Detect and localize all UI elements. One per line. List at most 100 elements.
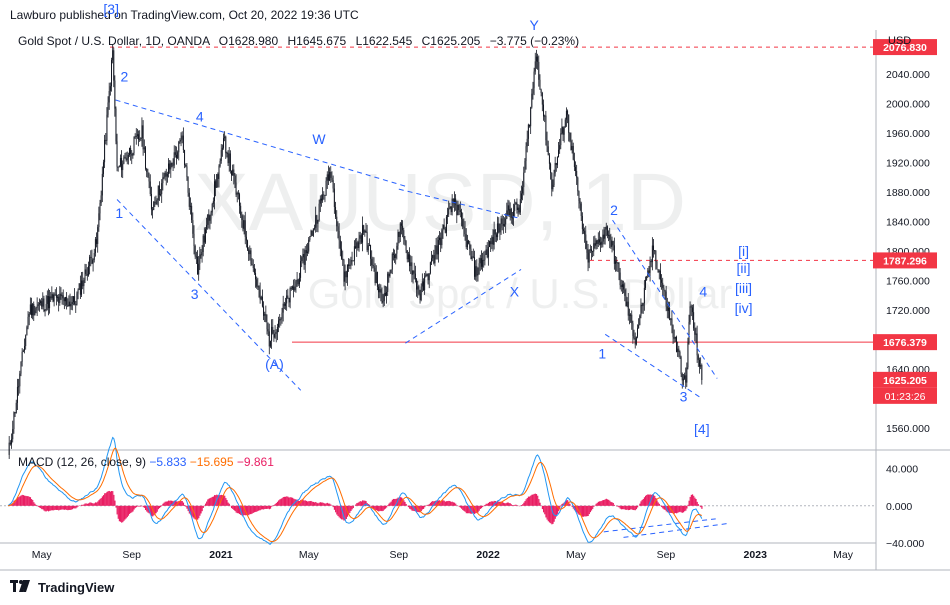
candle-body <box>298 277 300 285</box>
candle-body <box>289 287 291 303</box>
candle-body <box>498 223 500 233</box>
macd-histogram-bar <box>671 505 673 513</box>
macd-histogram-bar <box>356 503 358 506</box>
macd-histogram-bar <box>514 504 516 506</box>
candle-body <box>198 263 200 275</box>
candle-body <box>381 292 383 303</box>
candle-body <box>641 304 643 306</box>
trendline <box>398 188 522 220</box>
macd-histogram-bar <box>429 502 432 506</box>
candle-body <box>387 273 389 293</box>
macd-histogram-bar <box>170 500 172 506</box>
macd-legend[interactable]: MACD (12, 26, close, 9) −5.833 −15.695 −… <box>18 455 274 469</box>
macd-histogram-bar <box>516 505 518 506</box>
macd-histogram-bar <box>259 505 261 511</box>
macd-histogram-bar <box>459 505 462 508</box>
candle-body <box>592 251 594 253</box>
macd-histogram-bar <box>82 504 84 506</box>
macd-histogram-bar <box>54 505 56 510</box>
candle-body <box>249 250 251 255</box>
macd-histogram-bar <box>211 496 213 506</box>
candle-body <box>138 134 140 140</box>
macd-histogram-bar <box>383 505 385 510</box>
candle-body <box>286 295 288 304</box>
macd-histogram-bar <box>411 505 413 511</box>
macd-histogram-bar <box>33 502 35 506</box>
macd-histogram-bar <box>158 505 161 509</box>
candle-body <box>379 289 381 293</box>
macd-histogram-bar <box>134 505 136 509</box>
candle-body <box>645 279 647 288</box>
candle-body <box>416 279 418 290</box>
macd-histogram-bar <box>70 505 72 510</box>
macd-histogram-bar <box>201 505 203 512</box>
candle-body <box>12 429 14 440</box>
candle-body <box>669 307 671 320</box>
symbol-legend[interactable]: Gold Spot / U.S. Dollar, 1D, OANDA O1628… <box>18 34 579 48</box>
candle-body <box>535 56 537 62</box>
candle-body <box>319 198 321 204</box>
candle-body <box>160 194 162 196</box>
candle-body <box>403 230 405 239</box>
macd-histogram-bar <box>597 501 599 506</box>
price-tick-label: 1560.000 <box>886 423 930 435</box>
macd-histogram-bar <box>208 498 210 506</box>
candle-body <box>309 236 311 240</box>
candle-body <box>562 126 564 135</box>
candle-body <box>104 139 106 163</box>
macd-histogram-bar <box>625 505 627 511</box>
macd-histogram-bar <box>428 504 430 506</box>
macd-histogram-bar <box>362 500 364 506</box>
price-label-box <box>873 371 937 388</box>
macd-histogram-bar <box>227 502 229 506</box>
macd-histogram-bar <box>60 505 62 510</box>
macd-histogram-bar <box>124 505 126 520</box>
macd-histogram-bar <box>539 502 541 506</box>
macd-histogram-bar <box>664 505 666 510</box>
candle-body <box>193 233 195 246</box>
candle-body <box>131 153 133 156</box>
macd-histogram-bar <box>600 501 602 506</box>
macd-histogram-bar <box>320 502 323 506</box>
macd-histogram-bar <box>251 505 253 514</box>
candle-body <box>344 271 346 282</box>
candle-body <box>278 320 280 328</box>
macd-histogram-bar <box>307 501 309 506</box>
candle-body <box>30 304 32 316</box>
candle-body <box>242 220 244 229</box>
wave-label: 2 <box>120 69 128 85</box>
candle-body <box>435 245 437 253</box>
macd-histogram-bar <box>686 505 688 509</box>
macd-histogram-bar <box>465 505 467 514</box>
macd-histogram-bar <box>355 504 357 506</box>
symbol-name: Gold Spot / U.S. Dollar, 1D, OANDA <box>18 34 210 48</box>
macd-histogram-bar <box>83 504 85 506</box>
candle-body <box>163 176 165 178</box>
candle-body <box>94 239 96 253</box>
macd-histogram-bar <box>233 505 235 510</box>
macd-histogram-bar <box>114 500 116 506</box>
candle-body <box>150 193 152 210</box>
macd-histogram-bar <box>471 505 473 514</box>
candle-body <box>236 192 238 195</box>
candle-body <box>111 60 113 87</box>
countdown-text: 01:23:26 <box>885 391 926 403</box>
candle-body <box>406 250 408 260</box>
macd-histogram-bar <box>431 501 433 506</box>
candle-body <box>694 328 696 335</box>
candle-body <box>546 140 548 147</box>
macd-histogram-bar <box>662 505 664 509</box>
macd-histogram-bar <box>504 503 506 506</box>
macd-histogram-bar <box>534 493 536 506</box>
wave-label: X <box>510 284 520 300</box>
tradingview-footer[interactable]: TradingView <box>10 579 114 596</box>
candle-body <box>44 310 46 312</box>
macd-histogram-bar <box>690 494 692 506</box>
candle-body <box>484 254 486 260</box>
candle-body <box>552 184 554 190</box>
candle-body <box>143 147 145 150</box>
candle-body <box>53 294 55 302</box>
wave-label: 4 <box>196 108 204 124</box>
candle-body <box>219 160 221 167</box>
